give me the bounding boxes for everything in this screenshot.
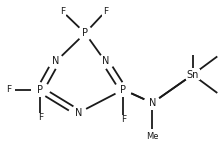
Text: N: N bbox=[52, 56, 60, 66]
Text: P: P bbox=[82, 28, 88, 38]
Text: F: F bbox=[103, 7, 108, 16]
Text: N: N bbox=[75, 108, 82, 118]
Text: F: F bbox=[121, 115, 126, 124]
Text: N: N bbox=[149, 98, 156, 108]
Text: F: F bbox=[38, 113, 43, 122]
Text: Me: Me bbox=[146, 132, 159, 141]
Text: F: F bbox=[6, 85, 11, 94]
Text: P: P bbox=[37, 85, 43, 95]
Text: P: P bbox=[120, 85, 126, 95]
Text: Sn: Sn bbox=[186, 70, 199, 80]
Text: N: N bbox=[102, 56, 109, 66]
Text: F: F bbox=[60, 7, 65, 16]
